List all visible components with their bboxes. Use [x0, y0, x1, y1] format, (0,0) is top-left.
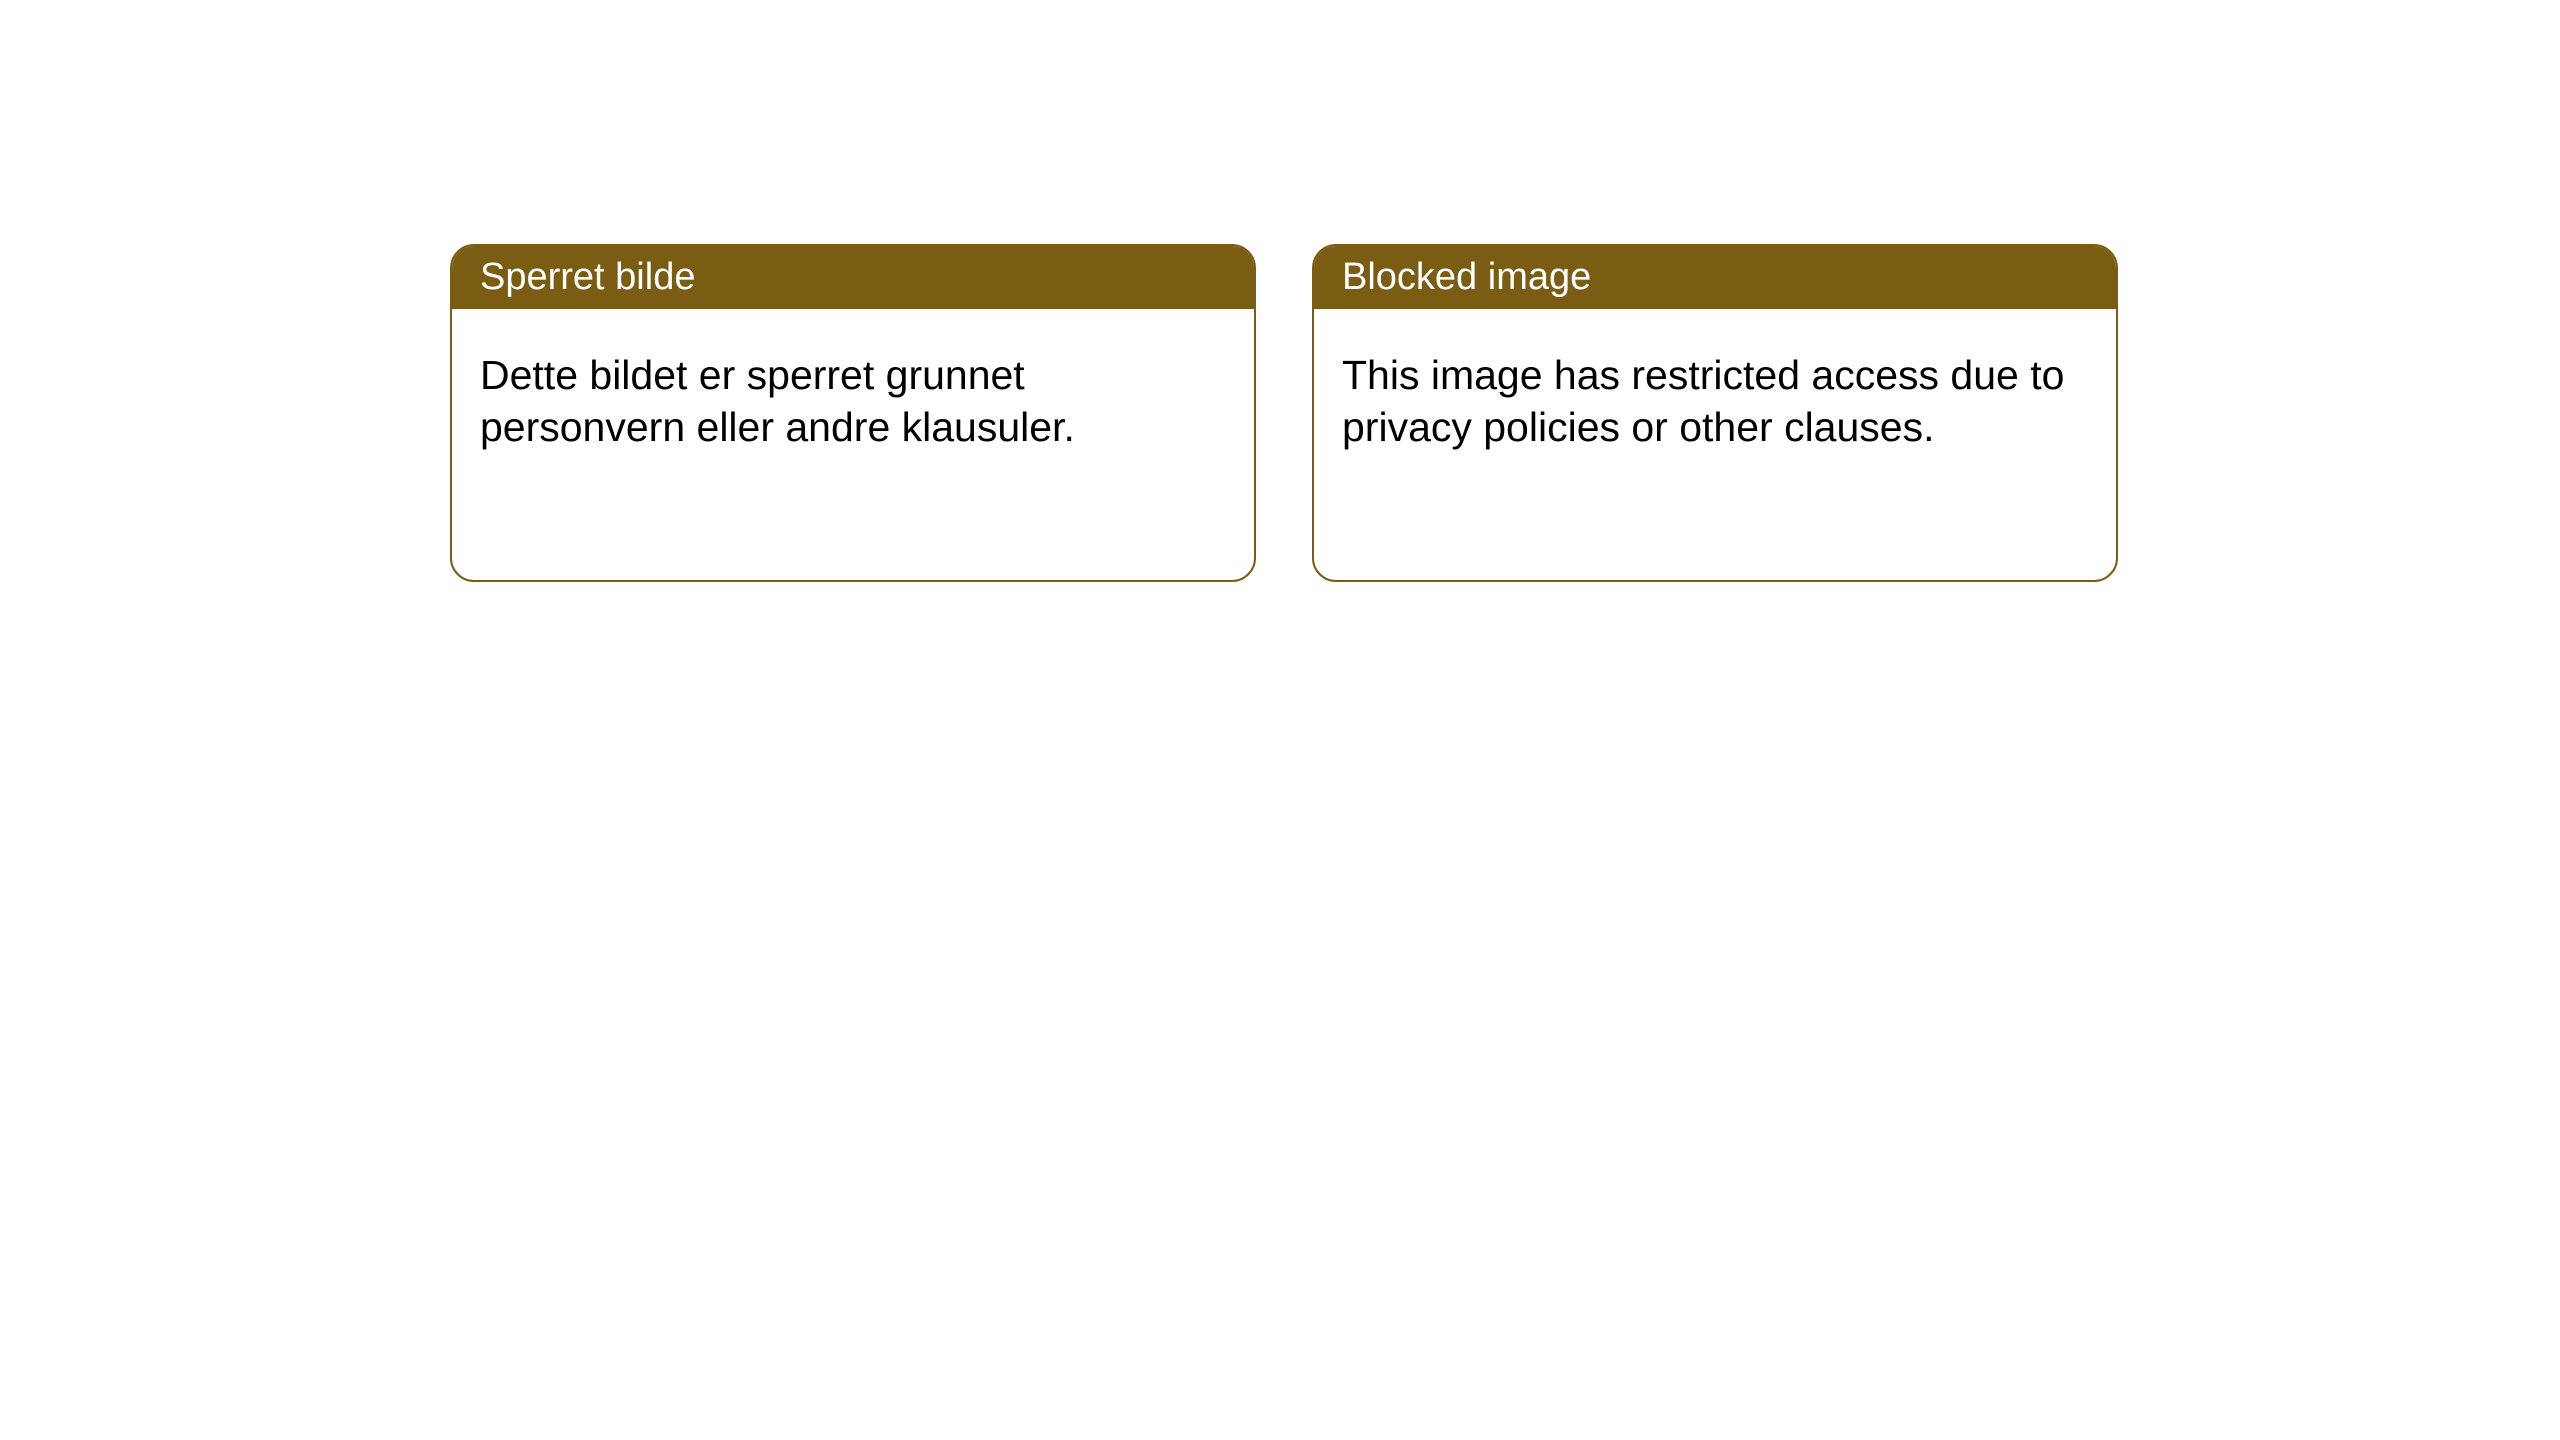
notice-body: This image has restricted access due to …	[1314, 309, 2116, 494]
notice-card-norwegian: Sperret bilde Dette bildet er sperret gr…	[450, 244, 1256, 582]
notice-cards-container: Sperret bilde Dette bildet er sperret gr…	[450, 244, 2118, 582]
notice-card-english: Blocked image This image has restricted …	[1312, 244, 2118, 582]
notice-header: Blocked image	[1314, 246, 2116, 309]
notice-header: Sperret bilde	[452, 246, 1254, 309]
notice-body: Dette bildet er sperret grunnet personve…	[452, 309, 1254, 494]
